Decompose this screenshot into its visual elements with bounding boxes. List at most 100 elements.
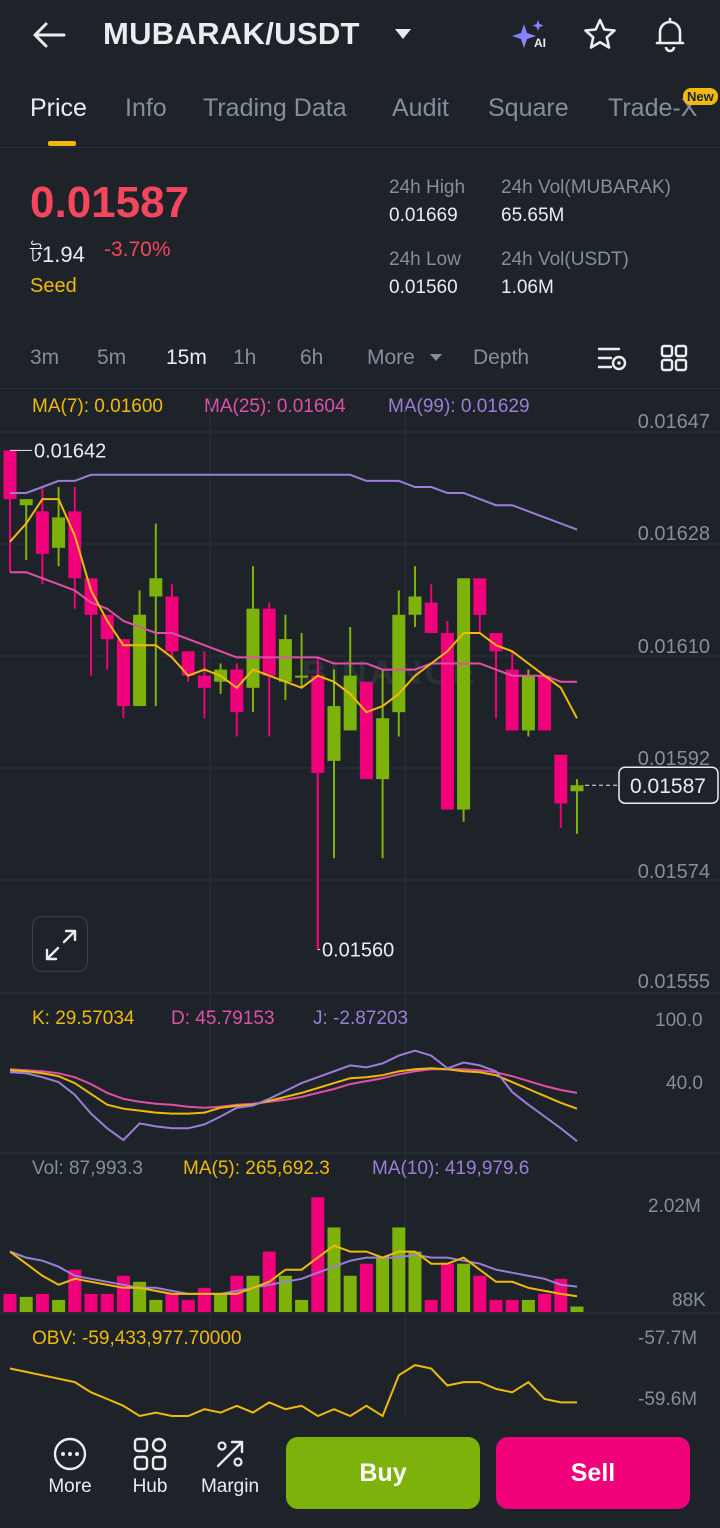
kdj-axis-top: 100.0: [655, 1010, 703, 1031]
kdj-axis-mid: 40.0: [666, 1073, 703, 1094]
price-axis-label: 0.01574: [638, 861, 710, 883]
candle-body: [311, 675, 325, 774]
kdj-k-line: [9, 1067, 578, 1115]
candle-body: [230, 669, 244, 713]
candle-body: [149, 578, 163, 597]
timeframe-more[interactable]: More: [367, 346, 415, 369]
tab-audit[interactable]: Audit: [392, 94, 449, 122]
candle-body: [521, 675, 535, 731]
obv-axis-top: -57.7M: [638, 1328, 698, 1349]
tab-trade-x[interactable]: Trade-X: [608, 94, 698, 122]
vol-axis-bottom: 88K: [672, 1290, 706, 1311]
volume-bar: [197, 1287, 211, 1312]
divider: [0, 388, 720, 389]
tab-price[interactable]: Price: [30, 94, 87, 122]
tab-bar: Price Info Trading Data Audit Square Tra…: [0, 80, 720, 148]
candle-body: [133, 614, 147, 707]
volume-bar: [84, 1293, 98, 1312]
candle-body: [84, 578, 98, 615]
vol-ma5-line: [9, 1244, 578, 1298]
high-label: 24h High: [389, 177, 466, 198]
timeframe-15m[interactable]: 15m: [166, 346, 207, 369]
more-button[interactable]: More: [35, 1436, 105, 1498]
top-bar: MUBARAK/USDT AI: [0, 0, 720, 72]
volume-bar: [424, 1299, 438, 1312]
hub-button[interactable]: Hub: [115, 1436, 185, 1498]
last-price: 0.01587: [30, 178, 190, 227]
kline-chart[interactable]: BINANCE 0.016470.016280.016100.015920.01…: [0, 388, 720, 1418]
hub-grid-icon: [133, 1437, 167, 1471]
pair-title[interactable]: MUBARAK/USDT: [103, 16, 360, 51]
bell-notification-icon[interactable]: [652, 16, 688, 54]
volume-bar: [181, 1299, 195, 1312]
price-axis-label: 0.01610: [638, 636, 710, 658]
ma25-label: MA(25): 0.01604: [204, 396, 346, 417]
kdj-j-line: [9, 1049, 578, 1142]
tab-info[interactable]: Info: [125, 94, 167, 122]
more-caret-icon: [430, 354, 442, 361]
volume-bar: [359, 1263, 373, 1312]
candle-body: [295, 675, 309, 678]
bottom-action-bar: More Hub Margin Buy Sell: [0, 1420, 720, 1528]
volume-bar: [311, 1197, 325, 1312]
buy-button[interactable]: Buy: [286, 1437, 480, 1509]
volume-bar: [457, 1263, 471, 1312]
grid-layout-icon[interactable]: [660, 344, 688, 372]
candle-body: [327, 706, 341, 761]
low-marker-label: 0.01560: [322, 940, 394, 962]
candle-body: [408, 596, 422, 615]
price-axis-label: 0.01555: [638, 971, 710, 993]
kdj-d-label: D: 45.79153: [171, 1008, 275, 1029]
timeframe-6h[interactable]: 6h: [300, 346, 324, 369]
caret-down-icon[interactable]: [394, 28, 412, 40]
volume-bar: [214, 1293, 228, 1312]
ma7-line: [9, 498, 578, 719]
candle-body: [554, 754, 568, 804]
volume-bar: [295, 1299, 309, 1312]
candle-body: [116, 639, 130, 707]
obv-line: [9, 1364, 577, 1418]
candle-body: [3, 450, 17, 500]
candle-body: [392, 614, 406, 713]
tab-trading-data[interactable]: Trading Data: [203, 94, 347, 122]
vol-base-value: 65.65M: [501, 205, 565, 226]
timeframe-1h[interactable]: 1h: [233, 346, 257, 369]
seed-tag[interactable]: Seed: [30, 275, 77, 297]
candle-body: [570, 785, 584, 792]
sell-button[interactable]: Sell: [496, 1437, 690, 1509]
high-value: 0.01669: [389, 205, 458, 226]
candle-body: [35, 511, 49, 554]
ma99-label: MA(99): 0.01629: [388, 396, 530, 417]
volume-bar: [473, 1275, 487, 1312]
margin-label: Margin: [200, 1476, 260, 1497]
margin-percent-icon: [216, 1440, 244, 1468]
indicator-settings-icon[interactable]: [597, 344, 629, 374]
obv-axis-bottom: -59.6M: [638, 1389, 698, 1410]
volume-bar: [35, 1293, 49, 1312]
timeframe-5m[interactable]: 5m: [97, 346, 127, 369]
price-axis-label: 0.01647: [638, 411, 710, 433]
candle-body: [505, 669, 519, 731]
tab-square[interactable]: Square: [488, 94, 569, 122]
candle-body: [68, 511, 82, 579]
sparkle-ai-icon: [512, 20, 544, 48]
obv-label: OBV: -59,433,977.70000: [32, 1328, 242, 1349]
depth-tab[interactable]: Depth: [473, 346, 530, 369]
candle-body: [100, 614, 114, 640]
hub-label: Hub: [132, 1476, 168, 1497]
volume-bar: [440, 1263, 454, 1312]
candle-body: [246, 608, 260, 688]
volume-bar: [165, 1293, 179, 1312]
star-favorite-icon[interactable]: [582, 17, 618, 53]
volume-bar: [3, 1293, 17, 1312]
margin-button[interactable]: Margin: [195, 1436, 265, 1498]
vol-base-label: 24h Vol(MUBARAK): [501, 177, 672, 198]
ai-assistant-button[interactable]: AI: [510, 18, 550, 54]
kdj-d-line: [9, 1068, 578, 1109]
current-price-tag: 0.01587: [630, 775, 706, 798]
candle-body: [440, 633, 454, 810]
back-arrow-icon[interactable]: [32, 20, 66, 50]
timeframe-3m[interactable]: 3m: [30, 346, 60, 369]
fullscreen-button[interactable]: [32, 916, 88, 972]
volume-bar: [278, 1275, 292, 1312]
